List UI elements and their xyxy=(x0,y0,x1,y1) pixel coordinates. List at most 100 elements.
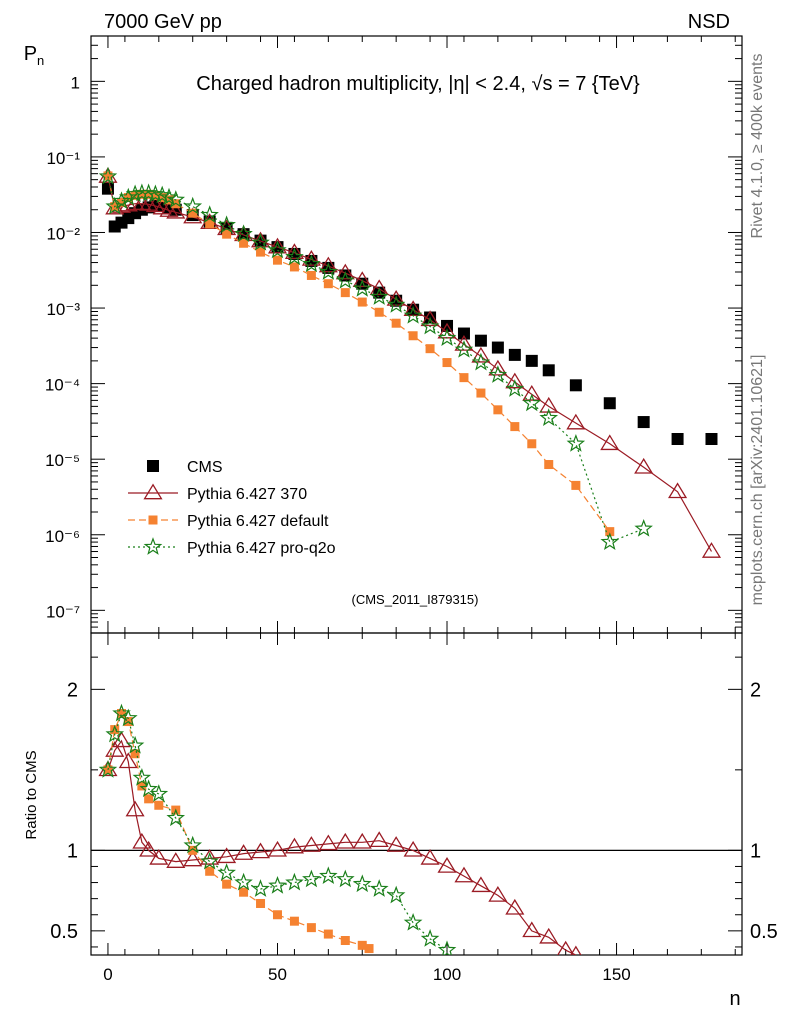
data-point xyxy=(301,249,321,266)
y-tick-label-main: 10⁻¹ xyxy=(46,149,80,168)
data-point xyxy=(505,372,525,389)
data-point xyxy=(302,254,321,273)
ratio-point xyxy=(420,929,440,947)
data-point xyxy=(234,224,253,243)
data-point xyxy=(488,359,508,376)
ratio-point xyxy=(420,848,440,865)
data-point xyxy=(566,433,586,452)
svg-text:Pn: Pn xyxy=(24,43,45,68)
data-point xyxy=(459,373,469,383)
data-point xyxy=(408,331,418,341)
data-point xyxy=(340,288,350,298)
data-point xyxy=(118,187,138,206)
ratio-point xyxy=(386,836,406,852)
data-point xyxy=(668,482,688,499)
data-point xyxy=(442,358,452,368)
ratio-point xyxy=(222,879,232,889)
data-point xyxy=(117,197,127,207)
ratio-pythia-6-427-pro-q2o xyxy=(98,703,457,955)
axes: 0 50 100 150 10⁻⁷ 10⁻⁶ 10⁻⁵ 10⁻⁴ 10⁻³ 10⁻² 10⁻¹ 1 0.… xyxy=(45,36,778,984)
legend-marker xyxy=(143,483,163,500)
y-tick-label-main: 10⁻⁶ xyxy=(45,527,80,546)
series-line xyxy=(107,175,611,532)
data-point xyxy=(476,388,486,398)
data-point xyxy=(454,334,474,351)
data-point xyxy=(272,255,282,265)
ratio-point xyxy=(454,866,474,883)
ratio-point xyxy=(301,836,321,852)
data-point xyxy=(335,263,355,280)
data-point xyxy=(603,397,616,410)
ratio-point xyxy=(386,885,406,904)
ratio-pythia-6-427-370 xyxy=(98,731,582,955)
data-point xyxy=(166,202,186,219)
legend-label: CMS xyxy=(187,459,223,476)
data-point xyxy=(671,432,684,445)
ratio-point xyxy=(166,852,186,868)
data-point xyxy=(139,183,158,202)
data-point xyxy=(352,271,372,288)
ratio-point xyxy=(352,874,372,893)
ratio-point xyxy=(200,851,219,870)
ratio-point xyxy=(369,831,389,848)
ratio-point xyxy=(130,749,140,759)
data-point xyxy=(132,183,152,202)
y-tick-label-main: 10⁻⁷ xyxy=(46,602,80,621)
data-point xyxy=(357,297,367,307)
data-point xyxy=(437,328,457,346)
ratio-point xyxy=(217,863,236,881)
data-point xyxy=(369,279,389,296)
ratio-point xyxy=(137,781,147,791)
ratio-point xyxy=(166,808,186,827)
ratio-point xyxy=(250,842,271,859)
data-point xyxy=(319,262,338,280)
ratio-point xyxy=(357,940,367,950)
data-point xyxy=(527,439,537,449)
legend-item: CMS xyxy=(147,459,223,476)
data-point xyxy=(305,254,318,267)
data-point xyxy=(132,194,152,211)
ratio-point xyxy=(289,916,299,926)
data-point xyxy=(369,287,389,305)
ratio-point xyxy=(251,879,270,897)
ratio-point xyxy=(139,779,158,798)
data-point xyxy=(491,341,504,354)
data-point xyxy=(474,334,487,347)
data-point xyxy=(425,344,435,354)
ratio-point xyxy=(205,866,215,876)
data-point xyxy=(105,196,125,215)
legend-item: Pythia 6.427 370 xyxy=(128,483,307,503)
ratio-line xyxy=(107,739,577,955)
data-point xyxy=(284,243,304,260)
y-tick-label-main: 1 xyxy=(71,73,80,92)
ratio-point xyxy=(505,898,525,915)
data-point xyxy=(420,316,440,335)
ratio-point xyxy=(352,832,372,849)
y-tick-label-ratio-right: 1 xyxy=(750,840,761,862)
data-point xyxy=(391,318,401,328)
analysis-id: (CMS_2011_I879315) xyxy=(352,592,479,607)
data-point xyxy=(323,279,333,289)
data-point xyxy=(539,396,559,413)
ratio-point xyxy=(110,725,120,735)
series-pythia-6-427-pro-q2o xyxy=(98,166,653,550)
legend-marker xyxy=(143,537,163,555)
data-point xyxy=(268,240,287,259)
ratio-point xyxy=(149,784,169,802)
data-point xyxy=(123,193,133,203)
ratio-point xyxy=(117,709,127,718)
y-tick-label-main: 10⁻³ xyxy=(46,300,80,319)
side-label-top: Rivet 4.1.0, ≥ 400k events xyxy=(749,54,766,239)
data-point xyxy=(471,352,491,371)
header-right: NSD xyxy=(688,11,730,33)
data-point xyxy=(457,327,470,340)
y-tick-label-ratio: 0.5 xyxy=(50,921,78,943)
data-point xyxy=(701,542,722,558)
data-point xyxy=(420,310,440,327)
chart-title: Charged hadron multiplicity, |η| < 2.4, … xyxy=(196,73,640,95)
ratio-point xyxy=(369,879,389,897)
series-line xyxy=(107,176,713,552)
data-point xyxy=(542,364,555,377)
ratio-point xyxy=(183,835,203,854)
